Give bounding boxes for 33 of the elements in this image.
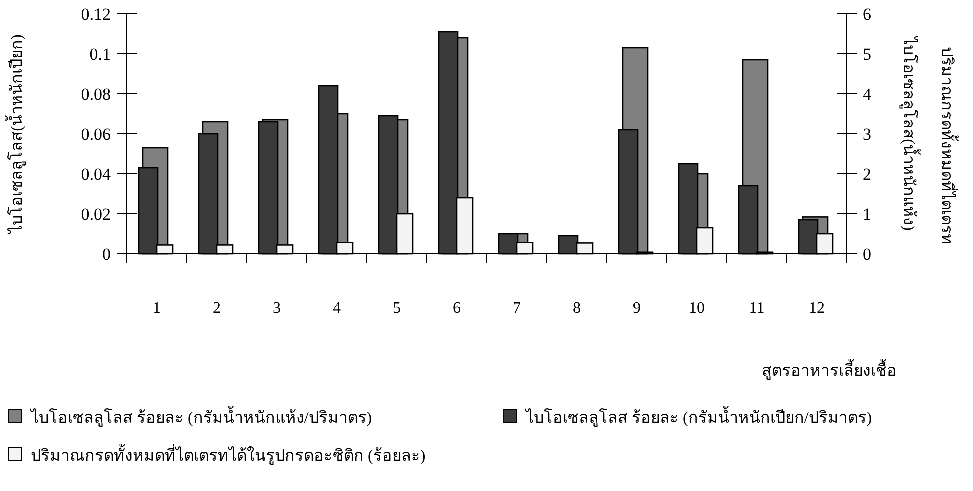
y-tick-label: 0 — [102, 245, 111, 264]
y2-tick-label: 0 — [863, 245, 872, 264]
x-tick-label: 11 — [749, 300, 765, 317]
y2-tick-label: 5 — [863, 45, 872, 64]
y-tick-label: 0.12 — [81, 5, 111, 24]
y2-tick-label: 6 — [863, 5, 872, 24]
y2-tick-label: 2 — [863, 165, 872, 184]
x-tick-label: 5 — [393, 300, 401, 317]
y-tick-label: 0.1 — [90, 45, 111, 64]
y-axis-title: ไบโอเซลลูโลส(น้ำหนักเปียก) — [5, 34, 27, 236]
x-tick-label: 8 — [573, 300, 581, 317]
x-tick-label: 12 — [809, 300, 825, 317]
y2-axis-title: ไบโอเซลลูโลส(น้ำหนักแห้ง) — [899, 35, 921, 231]
y-tick-label: 0.02 — [81, 205, 111, 224]
legend-label: ไบโอเซลลูโลส ร้อยละ (กรัมน้ำหนักเปียก/ปริมาตร) — [524, 406, 872, 428]
x-tick-label: 4 — [333, 300, 341, 317]
x-tick-label: 1 — [153, 300, 161, 317]
x-tick-label: 2 — [213, 300, 221, 317]
y-tick-label: 0.06 — [81, 125, 111, 144]
y2-tick-label: 1 — [863, 205, 872, 224]
x-axis-title: สูตรอาหารเลี้ยงเชื้อ — [762, 359, 897, 381]
legend-label: ปริมาณกรดทั้งหมดที่ไตเตรทได้ในรูปกรดอะซิติก (ร้อยละ) — [31, 444, 426, 466]
text: ปริมาณกรดทั้งหมดที่ไตเตรท — [938, 47, 959, 245]
y-tick-label: 0.04 — [81, 165, 112, 184]
x-tick-label: 10 — [689, 300, 705, 317]
y-tick-label: 0.08 — [81, 85, 111, 104]
x-tick-label: 6 — [453, 300, 461, 317]
x-tick-label: 7 — [513, 300, 521, 317]
legend-label: ไบโอเซลลูโลส ร้อยละ (กรัมน้ำหนักแห้ง/ปริมาตร) — [29, 406, 372, 428]
y2-tick-label: 3 — [863, 125, 872, 144]
x-tick-label: 3 — [273, 300, 281, 317]
x-tick-label: 9 — [633, 300, 641, 317]
y2-tick-label: 4 — [863, 85, 872, 104]
